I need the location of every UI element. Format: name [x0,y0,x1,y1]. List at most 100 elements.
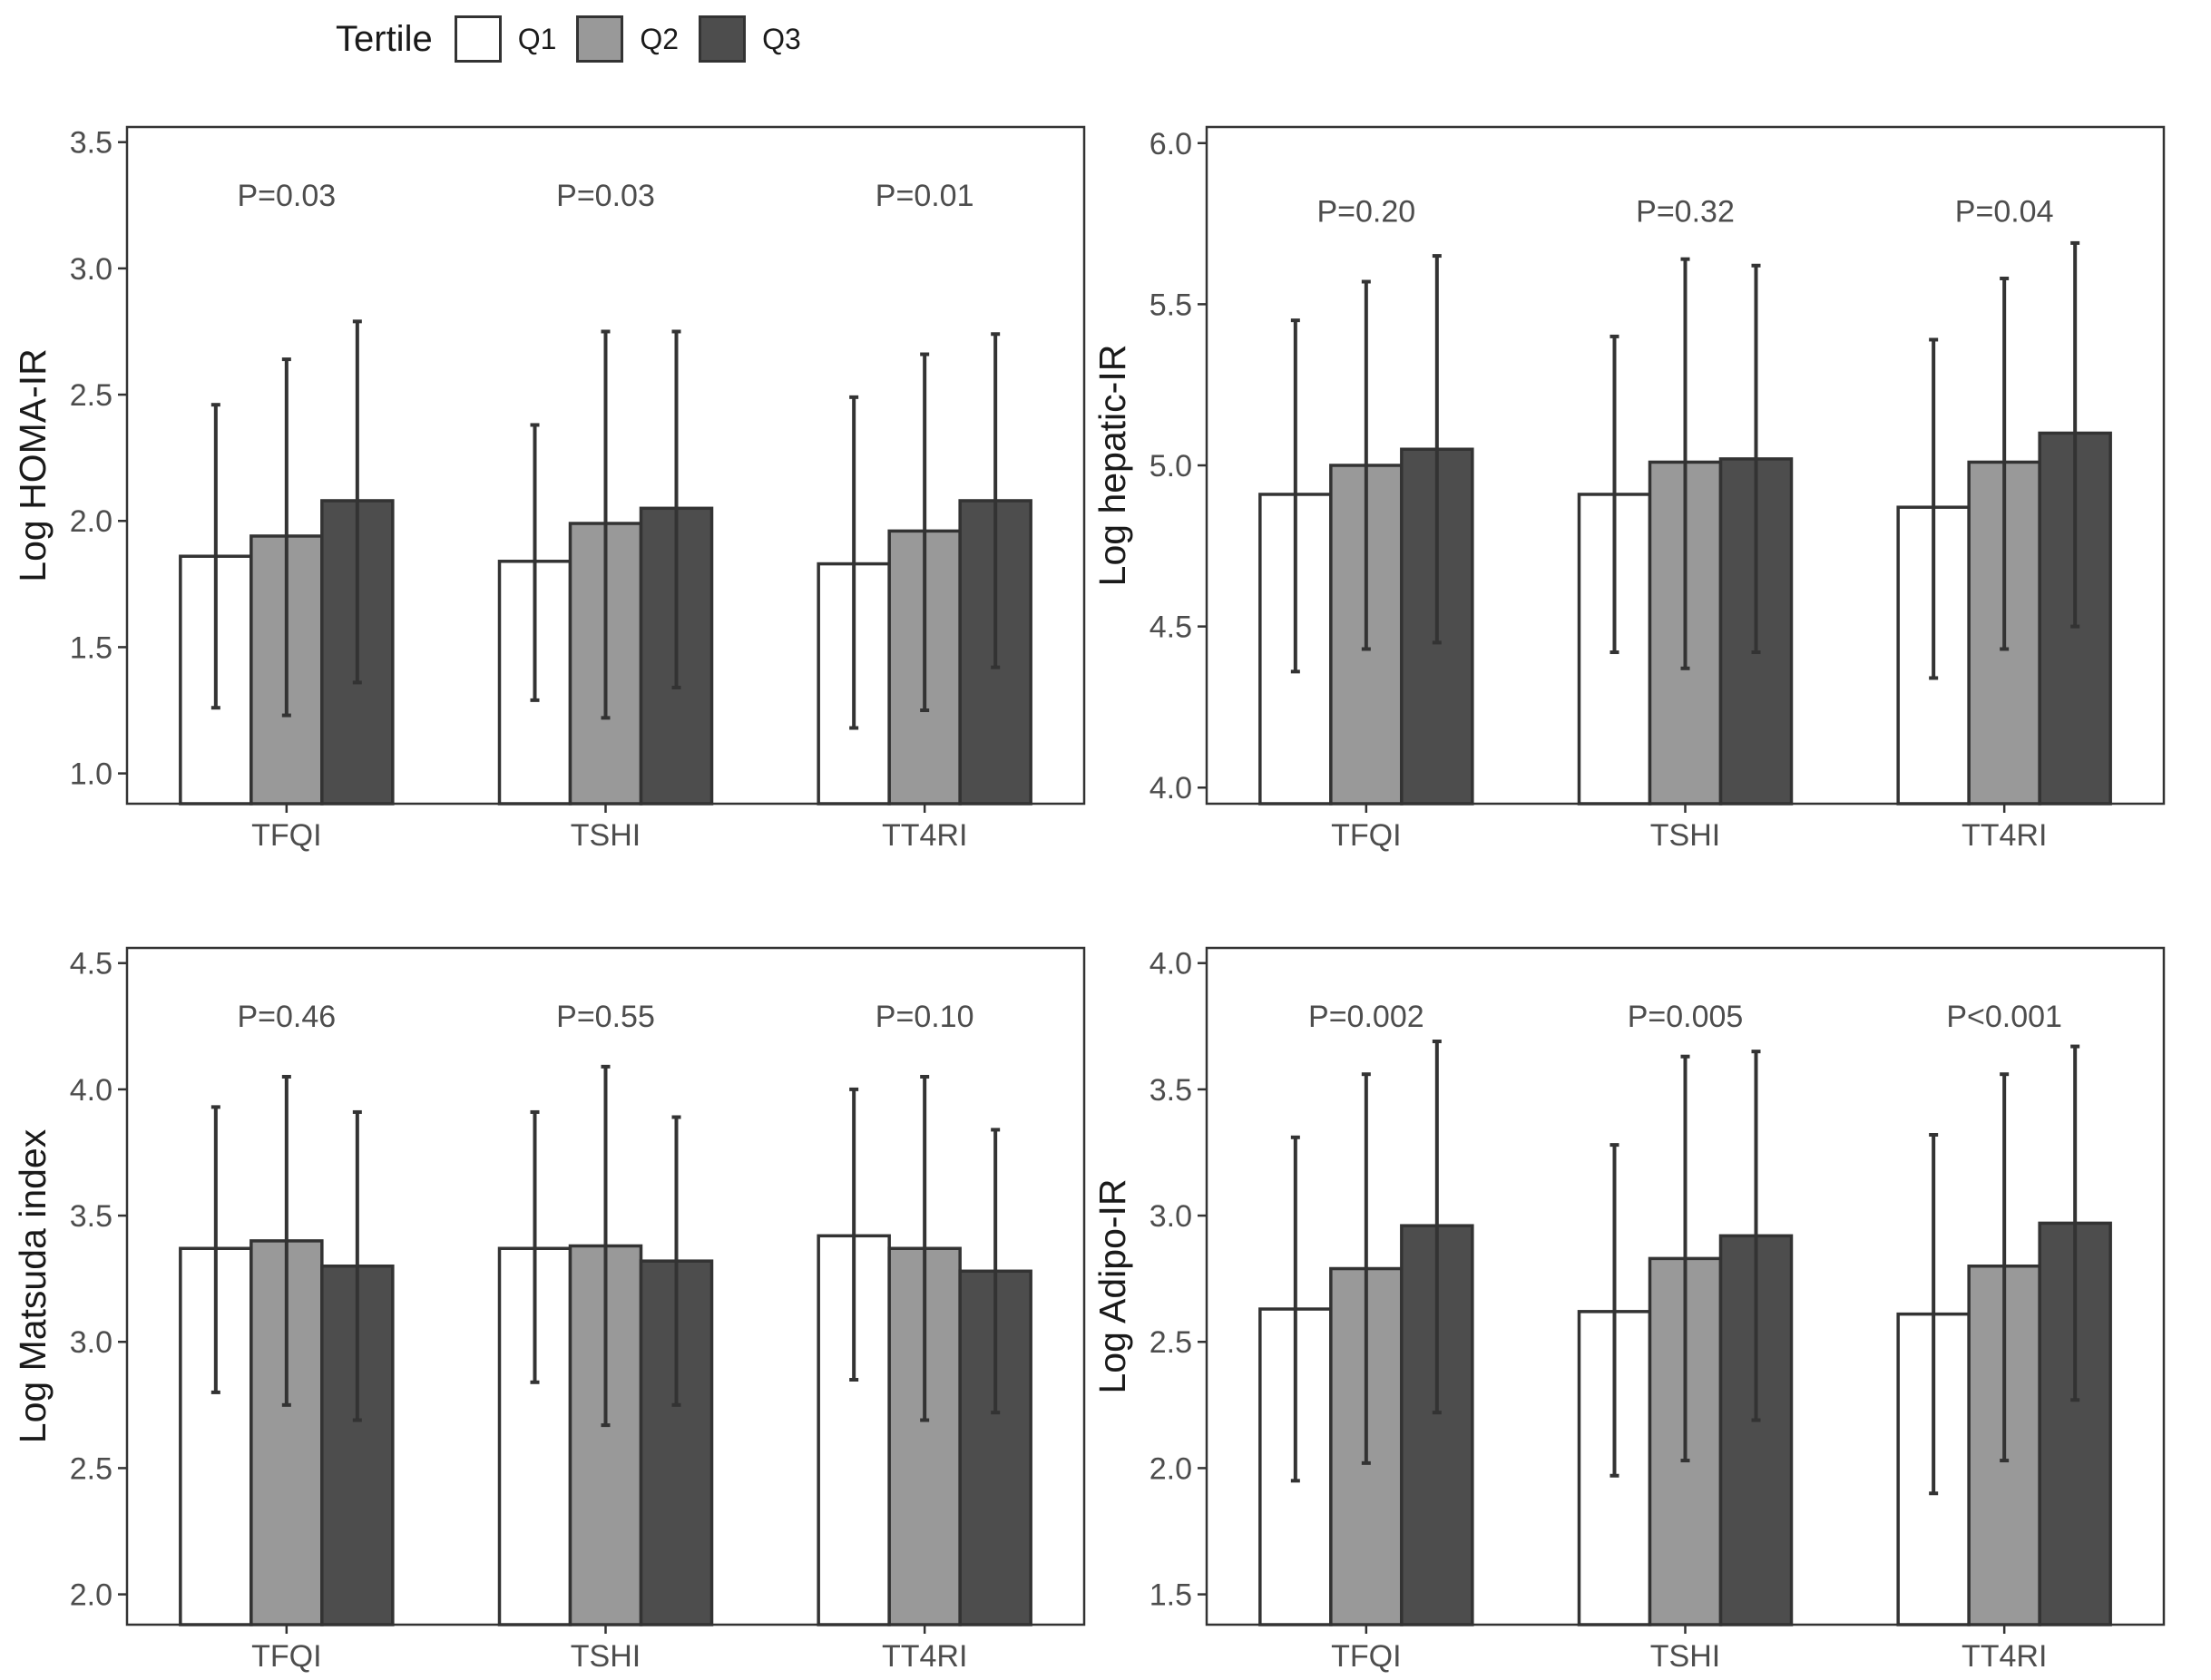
y-tick-label: 1.5 [70,630,113,665]
error-bar-q2-tt4ri [920,1074,930,1422]
panel-homa-ir: P=0.03 TFQI P=0.03 TSHI P=0.01 TT4RI 1.0 1.5 2.0… [12,125,1086,853]
y-tick-label: 1.5 [1150,1578,1192,1613]
error-bar-q3-tfqi [1432,1039,1442,1415]
error-bar-q2-tfqi [281,1074,291,1407]
error-bar-q1-tfqi [1290,318,1300,674]
error-bar-q3-tfqi [352,1109,362,1422]
legend-item-q2: Q2 [576,15,679,63]
y-tick-label: 4.5 [70,947,113,982]
legend-title: Tertile [336,18,433,59]
y-tick-label: 3.0 [70,252,113,287]
y-tick-label: 3.5 [70,1199,113,1234]
panel-hepatic-ir: P=0.20 TFQI P=0.32 TSHI P=0.04 TT4RI 4.0 4.5 5.0… [1091,125,2166,853]
y-tick-label: 3.5 [1150,1073,1192,1108]
y-tick-label: 4.0 [1150,771,1192,806]
p-value-tt4ri: P<0.001 [1946,1000,2062,1034]
p-value-tshi: P=0.03 [556,179,655,213]
y-tick-label: 4.0 [70,1073,113,1108]
error-bar-q3-tshi [1751,263,1761,655]
legend-swatch-q3 [699,15,747,63]
p-value-tt4ri: P=0.04 [1955,194,2054,229]
legend-swatch-q2 [576,15,624,63]
y-axis-title-adipo-ir: Log Adipo-IR [1091,1178,1133,1393]
x-tick-label-tt4ri: TT4RI [882,1639,967,1674]
p-value-tfqi: P=0.20 [1316,194,1415,229]
error-bar-q1-tshi [1609,1143,1619,1478]
error-bar-q1-tt4ri [849,1087,859,1382]
y-tick-label: 3.0 [1150,1199,1192,1234]
x-tick-label-tfqi: TFQI [1331,1639,1401,1674]
error-bar-q3-tshi [1751,1050,1761,1422]
legend-swatch-q1 [454,15,502,63]
error-bar-q1-tfqi [210,1105,220,1394]
x-tick-label-tfqi: TFQI [251,818,321,853]
error-bar-q2-tt4ri [920,352,930,713]
y-tick-label: 3.5 [70,126,113,161]
y-tick-label: 6.0 [1150,127,1192,161]
p-value-tshi: P=0.55 [556,1000,655,1034]
panel-adipo-ir: P=0.002 TFQI P=0.005 TSHI P<0.001 TT4RI 1.5 2.0… [1091,946,2166,1674]
error-bar-q1-tfqi [210,403,220,710]
x-tick-label-tshi: TSHI [571,818,641,853]
error-bar-q1-tt4ri [1929,337,1939,680]
error-bar-q2-tt4ri [2000,276,2010,651]
p-value-tshi: P=0.005 [1628,1000,1744,1034]
p-value-tfqi: P=0.03 [237,179,336,213]
y-tick-label: 2.0 [70,1578,113,1613]
legend-label-q3: Q3 [762,22,801,55]
y-tick-label: 2.0 [1150,1451,1192,1486]
error-bar-q1-tt4ri [1929,1132,1939,1496]
x-tick-label-tshi: TSHI [1650,818,1720,853]
error-bar-q1-tshi [530,1109,540,1384]
x-tick-label-tt4ri: TT4RI [882,818,967,853]
panel-matsuda-index: P=0.46 TFQI P=0.55 TSHI P=0.10 TT4RI 2.0 2.5 3.0… [12,946,1086,1674]
error-bar-q2-tshi [601,329,611,720]
p-value-tshi: P=0.32 [1636,194,1735,229]
y-axis-title-homa-ir: Log HOMA-IR [12,348,54,581]
error-bar-q2-tt4ri [2000,1072,2010,1463]
error-bar-q3-tshi [671,1115,681,1407]
x-tick-label-tshi: TSHI [571,1639,641,1674]
error-bar-q2-tshi [601,1064,611,1428]
y-tick-label: 5.0 [1150,449,1192,483]
legend-item-q3: Q3 [699,15,801,63]
panel-frame [125,125,1086,806]
y-tick-label: 2.5 [1150,1325,1192,1360]
error-bar-q2-tshi [1680,1054,1690,1463]
y-tick-label: 5.5 [1150,288,1192,322]
error-bar-q3-tt4ri [991,1128,1001,1415]
legend: Tertile Q1 Q2 Q3 [336,11,821,67]
error-bar-q3-tt4ri [991,332,1001,669]
error-bar-q3-tfqi [352,319,362,685]
error-bar-q3-tshi [671,329,681,689]
x-tick-label-tt4ri: TT4RI [1962,1639,2047,1674]
panel-frame [125,946,1086,1626]
y-tick-label: 2.5 [70,378,113,413]
error-bar-q1-tshi [1609,334,1619,655]
panel-frame [1205,946,2166,1626]
y-tick-label: 3.0 [70,1325,113,1360]
error-bar-q2-tfqi [1361,1072,1371,1465]
y-axis-title-matsuda-index: Log Matsuda index [12,1128,54,1443]
error-bar-q2-tfqi [1361,279,1371,651]
legend-item-q1: Q1 [454,15,557,63]
y-tick-label: 2.5 [70,1451,113,1486]
p-value-tt4ri: P=0.10 [876,1000,974,1034]
p-value-tfqi: P=0.002 [1308,1000,1424,1034]
legend-label-q1: Q1 [517,22,557,55]
p-value-tfqi: P=0.46 [237,1000,336,1034]
error-bar-q3-tt4ri [2070,240,2080,629]
x-tick-label-tfqi: TFQI [1331,818,1401,853]
y-tick-label: 2.0 [70,504,113,539]
y-tick-label: 4.5 [1150,610,1192,645]
y-tick-label: 4.0 [1150,947,1192,982]
panel-frame [1205,125,2166,806]
x-tick-label-tt4ri: TT4RI [1962,818,2047,853]
error-bar-q3-tt4ri [2070,1044,2080,1402]
x-tick-label-tfqi: TFQI [251,1639,321,1674]
error-bar-q2-tfqi [281,357,291,718]
y-tick-label: 1.0 [70,757,113,792]
error-bar-q1-tshi [530,423,540,702]
x-tick-label-tshi: TSHI [1650,1639,1720,1674]
